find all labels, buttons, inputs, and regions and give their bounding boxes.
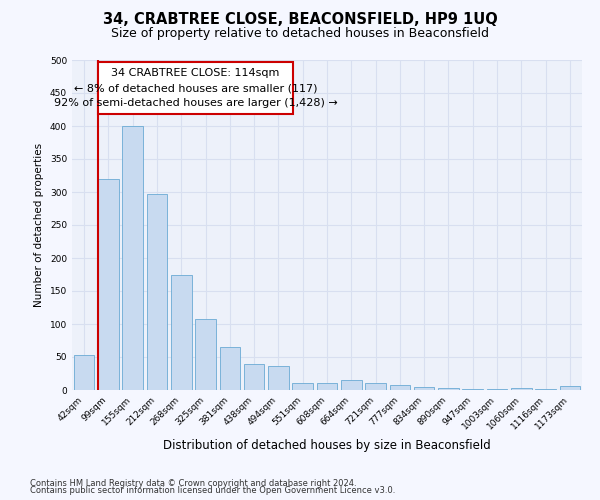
X-axis label: Distribution of detached houses by size in Beaconsfield: Distribution of detached houses by size … [163, 440, 491, 452]
Bar [341, 380, 362, 390]
Bar [389, 384, 410, 390]
Bar [244, 364, 265, 390]
Bar [74, 355, 94, 390]
Text: 34, CRABTREE CLOSE, BEACONSFIELD, HP9 1UQ: 34, CRABTREE CLOSE, BEACONSFIELD, HP9 1U… [103, 12, 497, 28]
Bar [220, 347, 240, 390]
Bar [414, 386, 434, 390]
Y-axis label: Number of detached properties: Number of detached properties [34, 143, 44, 307]
Bar [122, 126, 143, 390]
Bar [268, 366, 289, 390]
Bar [511, 388, 532, 390]
Text: 34 CRABTREE CLOSE: 114sqm: 34 CRABTREE CLOSE: 114sqm [112, 68, 280, 78]
Text: Size of property relative to detached houses in Beaconsfield: Size of property relative to detached ho… [111, 28, 489, 40]
Text: ← 8% of detached houses are smaller (117): ← 8% of detached houses are smaller (117… [74, 83, 317, 93]
Bar [195, 318, 216, 390]
Bar [365, 384, 386, 390]
Bar [98, 179, 119, 390]
Text: Contains public sector information licensed under the Open Government Licence v3: Contains public sector information licen… [30, 486, 395, 495]
Bar [317, 384, 337, 390]
Bar [171, 274, 191, 390]
Text: 92% of semi-detached houses are larger (1,428) →: 92% of semi-detached houses are larger (… [54, 98, 337, 108]
Bar [560, 386, 580, 390]
Bar [146, 194, 167, 390]
FancyBboxPatch shape [98, 62, 293, 114]
Text: Contains HM Land Registry data © Crown copyright and database right 2024.: Contains HM Land Registry data © Crown c… [30, 478, 356, 488]
Bar [438, 388, 459, 390]
Bar [292, 384, 313, 390]
